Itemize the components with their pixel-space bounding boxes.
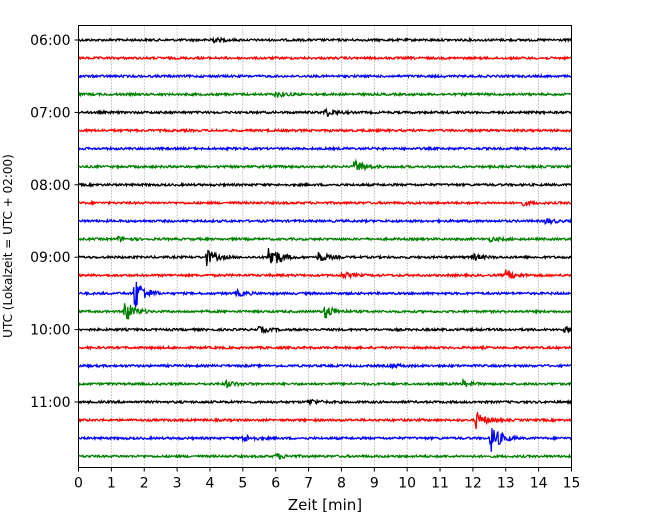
x-tick-label: 4 — [206, 476, 215, 492]
y-tick-label: 07:00 — [30, 105, 70, 121]
x-tick-label: 8 — [337, 476, 346, 492]
trace-0830 — [78, 217, 573, 226]
x-axis-label: Zeit [min] — [288, 496, 362, 514]
x-tick-label: 14 — [530, 476, 548, 492]
trace-1000 — [77, 325, 572, 335]
trace-0915 — [78, 269, 572, 280]
trace-1100 — [78, 398, 572, 407]
x-tick-label: 3 — [173, 476, 182, 492]
x-tick-label: 0 — [74, 476, 83, 492]
trace-1115 — [77, 411, 573, 429]
trace-1045 — [78, 377, 572, 389]
trace-0800 — [77, 181, 572, 188]
trace-1030 — [78, 362, 572, 370]
trace-0930 — [78, 281, 572, 308]
trace-0630 — [78, 73, 572, 80]
x-tick-label: 5 — [238, 476, 247, 492]
trace-0700 — [78, 107, 572, 118]
trace-0900 — [78, 248, 572, 267]
plot-background — [78, 25, 572, 468]
y-tick-label: 10:00 — [30, 323, 70, 339]
trace-0745 — [78, 158, 573, 172]
y-tick-label: 08:00 — [30, 178, 70, 194]
x-tick-label: 2 — [140, 476, 149, 492]
x-axis-ticks: 0 1 2 3 4 5 6 7 8 9 10 11 12 13 14 15 — [74, 467, 581, 492]
trace-0645 — [78, 90, 573, 99]
trace-1015 — [77, 344, 572, 351]
x-tick-label: 6 — [271, 476, 280, 492]
trace-1145 — [77, 453, 572, 460]
trace-0600 — [78, 36, 573, 44]
trace-0715 — [78, 127, 572, 134]
seismogram-traces — [77, 36, 573, 460]
trace-0845 — [77, 235, 572, 244]
plot-frame — [78, 25, 572, 468]
x-tick-label: 10 — [398, 476, 416, 492]
x-tick-label: 1 — [107, 476, 116, 492]
y-axis-label: UTC (Lokalzeit = UTC + 02:00) — [1, 154, 15, 338]
y-tick-label: 09:00 — [30, 250, 70, 266]
trace-0730 — [77, 145, 572, 152]
x-tick-label: 11 — [431, 476, 449, 492]
y-tick-label: 11:00 — [30, 395, 70, 411]
y-axis-ticks: 06:00 07:00 08:00 09:00 10:00 11:00 — [30, 33, 79, 411]
trace-0945 — [78, 303, 572, 320]
trace-0615 — [77, 55, 573, 62]
trace-0815 — [78, 199, 573, 208]
x-tick-label: 7 — [304, 476, 313, 492]
x-tick-label: 9 — [370, 476, 379, 492]
x-tick-label: 15 — [563, 476, 581, 492]
y-tick-label: 06:00 — [30, 33, 70, 49]
x-tick-label: 13 — [497, 476, 515, 492]
x-tick-label: 12 — [464, 476, 482, 492]
trace-1130 — [78, 428, 573, 452]
